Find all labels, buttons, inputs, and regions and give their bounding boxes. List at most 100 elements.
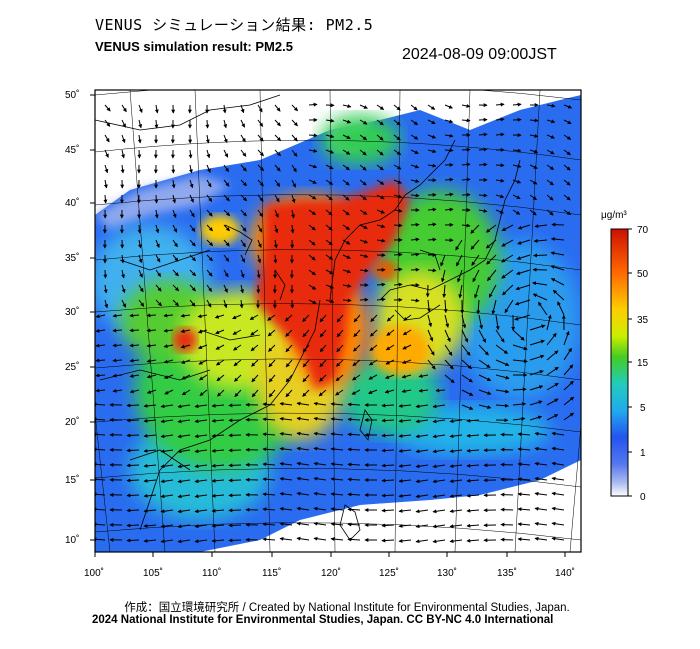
wind-arrow (285, 359, 293, 368)
wind-arrow (154, 119, 159, 129)
wind-arrow (449, 434, 463, 439)
wind-arrow (325, 118, 335, 123)
wind-arrow (461, 118, 471, 123)
wind-arrow (495, 178, 505, 183)
wind-arrow (512, 344, 528, 351)
wind-arrow (223, 209, 231, 217)
wind-arrow (449, 539, 463, 544)
wind-arrow (240, 179, 247, 187)
wind-arrow (325, 134, 335, 139)
wind-arrow (376, 134, 384, 141)
wind-arrow (495, 359, 510, 367)
wind-arrow (291, 209, 295, 219)
wind-arrow (432, 404, 446, 409)
wind-arrow (512, 416, 526, 421)
colorbar-level-label: 35 (637, 315, 649, 326)
wind-arrow (546, 332, 557, 346)
wind-arrow (550, 278, 565, 286)
wind-arrow (308, 179, 317, 184)
wind-arrow (466, 463, 480, 468)
wind-arrow (285, 329, 293, 337)
wind-arrow (330, 432, 344, 437)
wind-arrow (103, 179, 108, 189)
wind-arrow (359, 254, 369, 258)
wind-arrow (381, 493, 395, 498)
wind-arrow (313, 491, 327, 496)
wind-arrow (401, 389, 412, 394)
wind-arrow (529, 133, 539, 138)
wind-arrow (160, 479, 174, 484)
wind-arrow (120, 254, 125, 264)
wind-arrow (444, 344, 453, 356)
wind-arrow (121, 134, 126, 144)
wind-arrow (461, 404, 474, 410)
wind-arrow (529, 179, 538, 185)
wind-arrow (432, 464, 446, 469)
wind-arrow (251, 359, 259, 367)
wind-arrow (534, 491, 548, 496)
wind-arrow (330, 492, 344, 497)
lat-tick-label: 20˚ (65, 416, 79, 428)
wind-arrow (410, 267, 420, 272)
wind-arrow (427, 314, 433, 328)
wind-arrow (262, 477, 276, 482)
wind-arrow (194, 479, 208, 484)
wind-arrow (563, 164, 571, 171)
wind-arrow (217, 389, 225, 397)
wind-arrow (347, 462, 361, 467)
wind-arrow (410, 237, 420, 242)
wind-arrow (137, 149, 142, 159)
wind-arrow (189, 194, 194, 203)
wind-arrow (449, 509, 463, 514)
wind-arrow (223, 299, 228, 309)
wind-arrow (449, 464, 463, 469)
wind-arrow (211, 493, 225, 498)
wind-arrow (257, 134, 264, 142)
lon-tick-label: 130˚ (437, 567, 457, 579)
wind-arrow (461, 162, 471, 167)
lon-tick-label: 115˚ (262, 567, 281, 579)
wind-arrow (435, 388, 446, 393)
wind-arrow (268, 344, 276, 352)
wind-arrow (95, 328, 106, 333)
wind-arrow (319, 314, 327, 323)
wind-arrow (359, 239, 369, 244)
wind-arrow (138, 119, 143, 129)
wind-arrow (529, 149, 539, 154)
wind-arrow (223, 134, 228, 144)
wind-arrow (160, 449, 174, 454)
wind-arrow (546, 209, 554, 216)
wind-arrow (517, 522, 531, 527)
wind-arrow (410, 164, 420, 169)
wind-arrow (415, 419, 429, 424)
wind-arrow (121, 149, 125, 159)
wind-arrow (291, 179, 296, 188)
wind-arrow (461, 389, 474, 396)
wind-arrow (393, 119, 401, 126)
wind-arrow (257, 254, 262, 264)
wind-arrow (347, 537, 361, 542)
wind-arrow (466, 433, 480, 438)
wind-arrow (478, 344, 489, 356)
wind-arrow (551, 491, 565, 496)
wind-arrow (517, 477, 531, 482)
wind-arrow (534, 521, 548, 526)
wind-arrow (495, 132, 505, 137)
wind-arrow (517, 507, 531, 512)
wind-arrow (291, 104, 299, 112)
wind-arrow (370, 314, 378, 322)
wind-arrow (466, 448, 480, 453)
wind-arrow (121, 299, 127, 308)
wind-arrow (347, 402, 361, 407)
wind-arrow (163, 344, 174, 349)
wind-arrow (223, 194, 230, 202)
wind-arrow (95, 492, 106, 497)
wind-arrow (495, 374, 510, 380)
wind-arrow (376, 194, 385, 200)
wind-arrow (325, 149, 335, 154)
wind-arrow (172, 269, 179, 277)
wind-arrow (534, 431, 548, 436)
wind-arrow (302, 314, 310, 322)
wind-arrow (533, 253, 548, 258)
wind-arrow (95, 343, 106, 348)
